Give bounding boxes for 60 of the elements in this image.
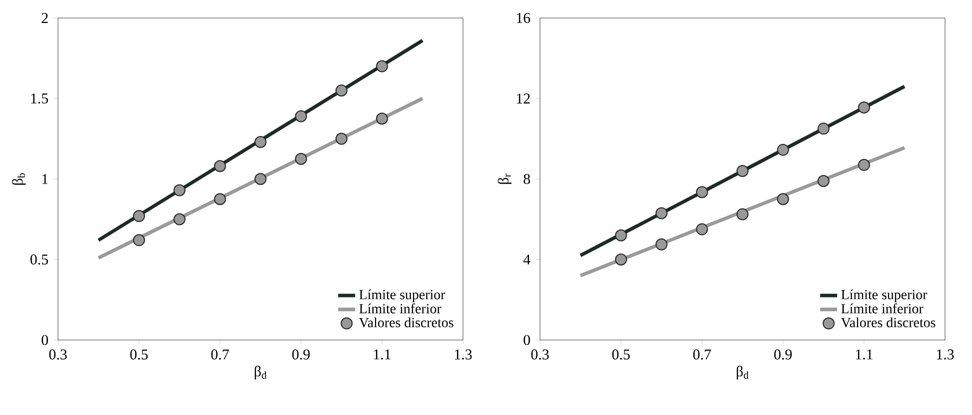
point — [615, 254, 628, 266]
point — [336, 132, 348, 145]
point — [376, 112, 388, 125]
x-tick-label: 1.1 — [856, 349, 872, 360]
point — [336, 84, 348, 96]
point — [295, 152, 308, 165]
y-axis-title: β$_{b}$ — [12, 173, 26, 185]
point — [858, 158, 870, 171]
y-axis-title: β$_{r}$ — [498, 174, 512, 184]
legend-label: Límite inferior — [841, 303, 924, 314]
y-tick-label: 1.5 — [31, 93, 48, 104]
point — [777, 144, 790, 156]
y-tick-label: 1 — [42, 174, 48, 184]
point — [174, 184, 186, 196]
x-tick-label: 0.7 — [693, 349, 711, 360]
point — [295, 110, 308, 122]
y-tick-label: 16 — [516, 12, 530, 24]
point — [133, 210, 146, 222]
point — [656, 238, 668, 250]
legend-label: Límite inferior — [359, 303, 442, 314]
x-tick-label: 0.3 — [531, 349, 549, 360]
point — [254, 172, 267, 185]
point — [133, 234, 146, 246]
point — [777, 193, 790, 206]
point — [214, 160, 226, 172]
point — [736, 208, 749, 220]
y-tick-label: 0.5 — [30, 254, 48, 265]
point — [254, 136, 267, 148]
x-tick-label: 0.3 — [49, 349, 67, 360]
point — [615, 229, 628, 242]
x-tick-label: 0.9 — [292, 349, 310, 360]
x-tick-label: 1.3 — [936, 349, 954, 360]
y-tick-label: 4 — [523, 254, 530, 264]
point — [656, 207, 668, 220]
y-tick-label: 12 — [516, 94, 530, 104]
x-axis-title: β$_{d}$ — [736, 366, 749, 380]
y-tick-label: 8 — [524, 174, 530, 184]
legend-label: Límite superior — [359, 289, 446, 302]
point — [214, 193, 226, 206]
point — [174, 213, 186, 226]
x-tick-label: 0.5 — [612, 349, 630, 360]
x-tick-label: 0.5 — [130, 349, 148, 360]
point — [818, 175, 830, 188]
x-tick-label: 1.1 — [374, 349, 390, 360]
x-tick-label: 1.3 — [454, 349, 472, 360]
point — [376, 60, 388, 72]
y-tick-label: 2 — [42, 13, 48, 23]
point — [736, 164, 749, 177]
point — [696, 186, 708, 198]
point — [818, 122, 830, 135]
y-tick-label: 0 — [524, 334, 530, 346]
point — [858, 102, 870, 114]
legend-label: Límite superior — [841, 289, 928, 302]
point — [696, 223, 708, 236]
x-tick-label: 0.7 — [211, 349, 229, 360]
x-axis-title: β$_{d}$ — [254, 366, 267, 380]
x-tick-label: 0.9 — [774, 349, 792, 360]
legend-label: Valores discretos — [841, 317, 936, 328]
legend-label: Valores discretos — [359, 317, 454, 328]
y-tick-label: 0 — [42, 334, 48, 346]
